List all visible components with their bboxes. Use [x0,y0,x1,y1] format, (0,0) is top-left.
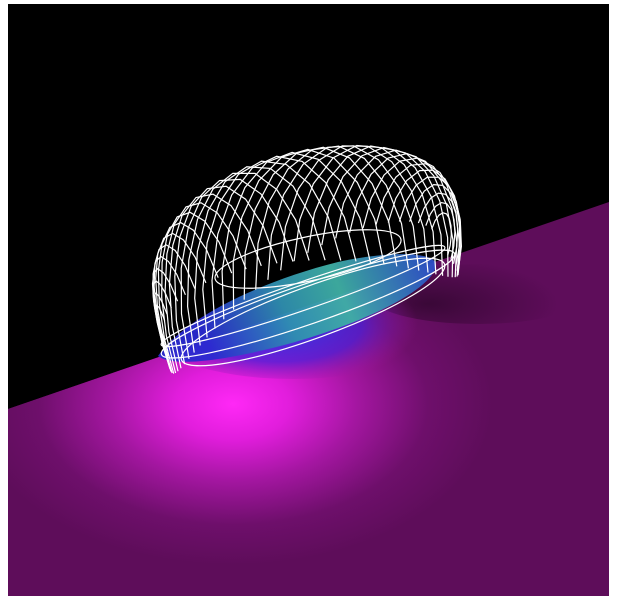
wireframe-loop [153,244,196,372]
wireframe-loop [186,172,310,353]
wireframe-mesh [151,144,463,374]
wireframe-loop [431,212,452,256]
wireframe-ring [214,229,402,289]
wireframe-loop [155,232,207,374]
ground-plane [8,202,609,596]
wireframe-loop [221,151,372,320]
wireframe-loop [164,202,247,372]
wireframe-loop [161,211,233,374]
wireframe-loop [417,192,459,264]
wireframe-ring [180,257,446,367]
wireframe-loop [398,176,462,271]
wireframe-loop [425,201,456,260]
wireframe-ring [160,249,456,359]
wireframe-loop [409,183,461,268]
wireframe-loop [232,148,385,310]
render-viewport [8,4,609,596]
wireframe-loop [243,146,398,300]
wireframe-loop [211,155,357,329]
wireframe-loop [168,193,262,369]
render-scene [8,144,609,596]
wireframe-loop [180,178,294,359]
wireframe-loop [194,166,326,346]
